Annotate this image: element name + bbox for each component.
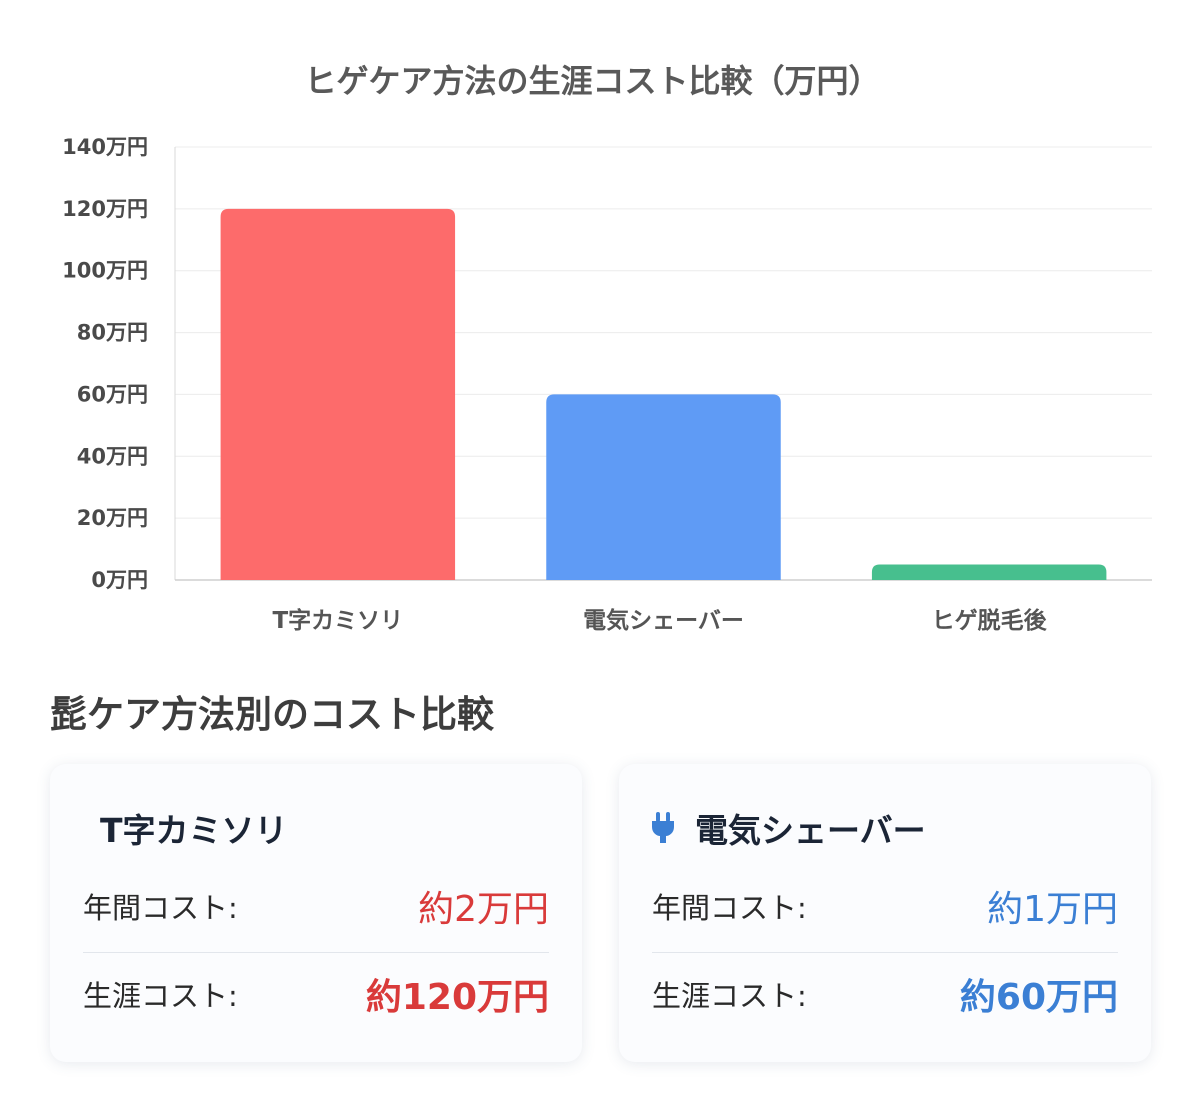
razor-cost-card: T字カミソリ 年間コスト: 約2万円 生涯コスト: 約120万円	[50, 764, 582, 1062]
card-title: T字カミソリ	[100, 804, 288, 852]
bar	[871, 564, 1107, 580]
y-tick-labels: 0万円 20万円 40万円 60万円 80万円 100万円 120万円 140万円	[62, 135, 148, 592]
row-divider	[652, 952, 1118, 953]
lifetime-cost-value: 約60万円	[959, 977, 1118, 1018]
row-divider	[83, 952, 549, 953]
y-tick-label: 0万円	[91, 568, 148, 592]
lifetime-cost-label: 生涯コスト:	[652, 979, 807, 1013]
x-tick-label: 電気シェーバー	[583, 607, 744, 634]
y-tick-label: 20万円	[77, 506, 148, 530]
lifetime-cost-value: 約120万円	[365, 977, 549, 1018]
bar	[220, 208, 456, 580]
y-tick-label: 80万円	[77, 321, 148, 345]
y-tick-label: 100万円	[62, 259, 148, 283]
annual-cost-row: 年間コスト: 約1万円	[652, 886, 1118, 930]
y-tick-label: 40万円	[77, 444, 148, 468]
bar-chart: 0万円 20万円 40万円 60万円 80万円 100万円 120万円 140万円 T字カミソ…	[62, 135, 1152, 634]
lifetime-cost-row: 生涯コスト: 約60万円	[652, 974, 1118, 1018]
y-tick-label: 140万円	[62, 135, 148, 159]
annual-cost-value: 約2万円	[418, 889, 549, 930]
x-tick-label: T字カミソリ	[272, 607, 403, 634]
lifetime-cost-row: 生涯コスト: 約120万円	[83, 974, 549, 1018]
x-tick-label: ヒゲ脱毛後	[932, 607, 1048, 634]
plug-icon	[652, 812, 674, 843]
lifetime-cost-label: 生涯コスト:	[83, 979, 238, 1013]
annual-cost-value: 約1万円	[987, 889, 1118, 930]
chart-title: ヒゲケア方法の生涯コスト比較（万円）	[304, 62, 881, 100]
annual-cost-label: 年間コスト:	[652, 891, 807, 925]
card-title-text: T字カミソリ	[100, 811, 288, 850]
card-title-text: 電気シェーバー	[695, 811, 926, 850]
y-tick-label: 120万円	[62, 197, 148, 221]
annual-cost-label: 年間コスト:	[83, 891, 238, 925]
shaver-cost-card: 電気シェーバー 年間コスト: 約1万円 生涯コスト: 約60万円	[619, 764, 1151, 1062]
x-tick-labels: T字カミソリ 電気シェーバー ヒゲ脱毛後	[272, 607, 1047, 634]
y-tick-label: 60万円	[77, 382, 148, 406]
bars	[220, 208, 1107, 580]
section-heading: 髭ケア方法別のコスト比較	[50, 693, 494, 736]
card-title: 電気シェーバー	[649, 804, 926, 852]
annual-cost-row: 年間コスト: 約2万円	[83, 886, 549, 930]
bar	[546, 394, 781, 580]
